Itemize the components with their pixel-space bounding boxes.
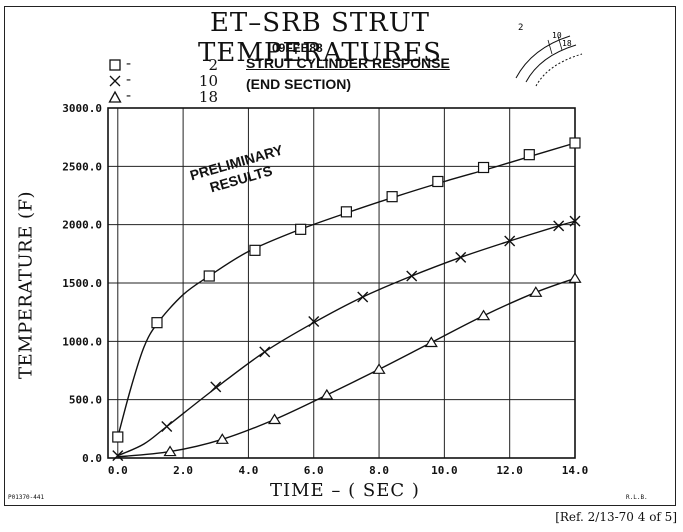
data-point-square (249, 244, 261, 256)
x-tick-label: 8.0 (369, 464, 389, 477)
data-point-x (112, 450, 124, 462)
data-point-triangle (568, 272, 582, 283)
y-tick-label: 0.0 (82, 452, 102, 465)
legend-x-marker-icon (109, 75, 121, 87)
data-point-triangle (320, 388, 334, 400)
data-point-x (553, 220, 565, 232)
legend-label: 10 (198, 72, 218, 90)
data-point-square (569, 137, 581, 149)
plot-frame (107, 107, 576, 459)
x-tick-label: 14.0 (562, 464, 589, 477)
data-point-x (308, 316, 320, 327)
legend-label: 18 (198, 88, 218, 106)
y-tick-label: 3000.0 (62, 102, 102, 115)
data-point-x (259, 346, 271, 358)
y-tick-label: 1500.0 (62, 277, 102, 290)
strut-sketch-icon: 2 10 18 (515, 23, 583, 87)
data-point-triangle (267, 413, 282, 425)
data-point-square (112, 431, 124, 443)
sketch-label: 10 (552, 31, 562, 40)
x-tick-label: 0.0 (108, 464, 128, 477)
data-point-square (340, 206, 352, 218)
chart-date: 09FEB88 (272, 41, 323, 55)
x-tick-label: 10.0 (431, 464, 458, 477)
y-tick-label: 2000.0 (62, 219, 102, 232)
x-tick-label: 2.0 (173, 464, 193, 477)
legend-entry-18: - 18 (108, 86, 218, 106)
series-line-10 (117, 220, 576, 457)
sketch-label: 2 (518, 23, 523, 33)
legend-label: 2 (208, 56, 218, 74)
reference-note: [Ref. 2/13-70 4 of 5] (555, 510, 677, 524)
x-tick-label: 6.0 (304, 464, 324, 477)
data-point-triangle (476, 309, 491, 321)
chart-title: ET–SRB STRUT TEMPERATURES (198, 8, 442, 68)
x-tick-label: 12.0 (496, 464, 523, 477)
data-point-square (386, 191, 398, 203)
data-point-square (432, 175, 444, 188)
data-point-triangle (529, 286, 543, 297)
series-line-18 (117, 277, 576, 458)
y-tick-label: 500.0 (69, 394, 102, 407)
figure-id-right: R.L.B. (626, 494, 648, 501)
data-point-x (455, 251, 467, 263)
data-point-x (569, 215, 581, 227)
data-point-triangle (424, 336, 438, 348)
data-point-square (477, 161, 490, 174)
chart-subtitle-section: (END SECTION) (246, 76, 351, 92)
data-point-triangle (215, 433, 229, 444)
chart-subtitle: STRUT CYLINDER RESPONSE (246, 55, 450, 71)
y-tick-label: 1000.0 (62, 335, 102, 348)
legend-entry-2: - 2 (108, 54, 218, 74)
data-point-x (161, 421, 173, 432)
x-axis-label: TIME – ( SEC ) (270, 480, 420, 501)
data-point-triangle (163, 445, 177, 457)
x-tick-label: 4.0 (238, 464, 258, 477)
data-point-square (151, 317, 163, 329)
legend-square-marker-icon (109, 59, 121, 71)
data-point-square (295, 223, 307, 235)
data-point-x (504, 235, 516, 247)
y-tick-label: 2500.0 (62, 160, 102, 173)
data-point-square (523, 149, 535, 161)
data-point-x (357, 291, 369, 303)
legend-entry-10: - 10 (108, 70, 218, 90)
legend-triangle-marker-icon (108, 90, 122, 103)
data-point-square (203, 270, 215, 282)
sketch-label: 18 (562, 39, 572, 48)
data-point-triangle (372, 363, 386, 374)
series-line-2 (117, 142, 576, 438)
figure-border (4, 6, 676, 506)
data-point-x (210, 381, 222, 393)
figure-id-left: P01370-441 (8, 494, 45, 501)
data-point-x (406, 270, 418, 282)
